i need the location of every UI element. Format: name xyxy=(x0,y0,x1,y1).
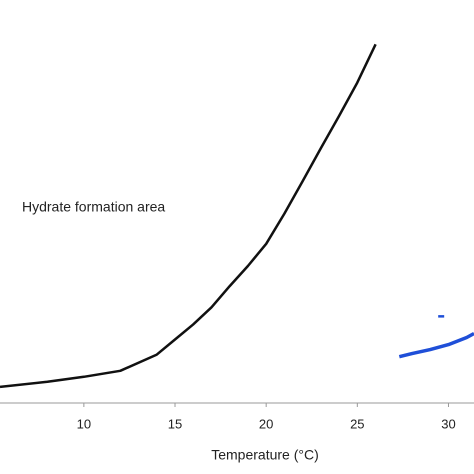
x-tick-label: 30 xyxy=(441,416,455,431)
x-axis-title: Temperature (°C) xyxy=(211,447,319,463)
x-tick-label: 25 xyxy=(350,416,364,431)
x-tick-label: 20 xyxy=(259,416,273,431)
x-tick-label: 10 xyxy=(77,416,91,431)
series-line xyxy=(0,43,377,389)
annotation: Hydrate formation area xyxy=(22,199,165,215)
x-tick-label: 15 xyxy=(168,416,182,431)
series-line xyxy=(398,331,474,359)
